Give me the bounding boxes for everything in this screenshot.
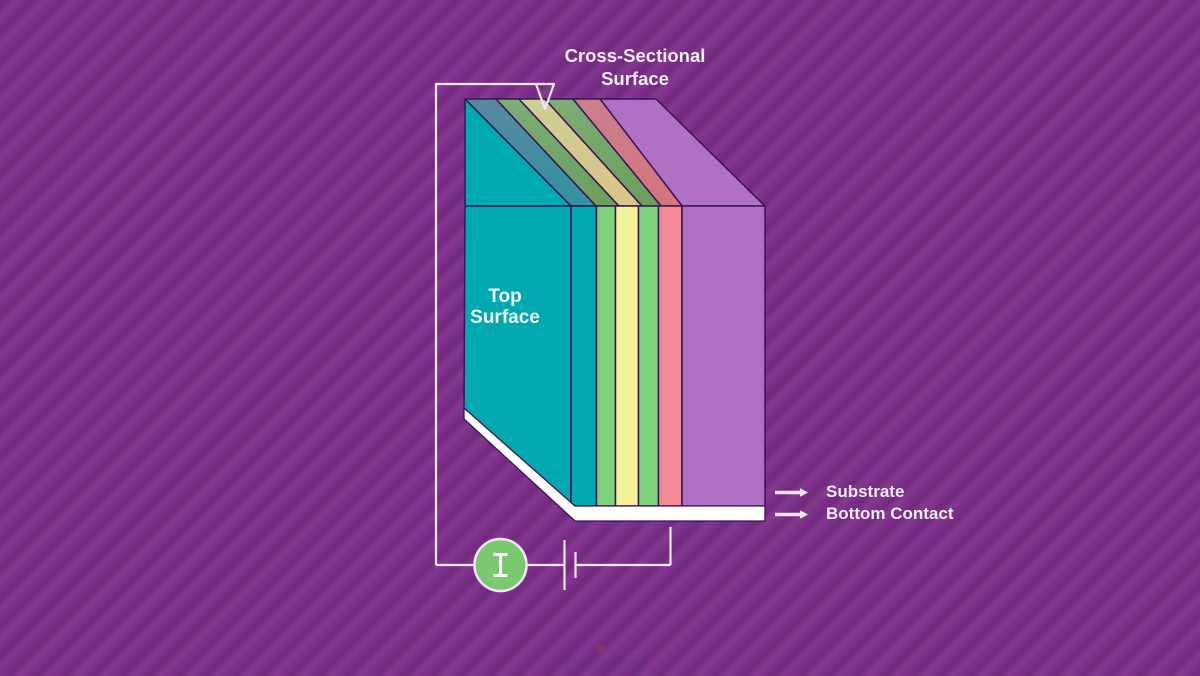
svg-text:Substrate: Substrate xyxy=(826,482,904,501)
svg-text:Cross-Sectional: Cross-Sectional xyxy=(565,45,706,66)
svg-text:Bottom Contact: Bottom Contact xyxy=(826,504,954,523)
svg-text:Surface: Surface xyxy=(470,307,540,328)
svg-text:Creately: Creately xyxy=(564,653,647,676)
svg-text:Top: Top xyxy=(488,286,521,307)
svg-text:Surface: Surface xyxy=(601,68,669,89)
